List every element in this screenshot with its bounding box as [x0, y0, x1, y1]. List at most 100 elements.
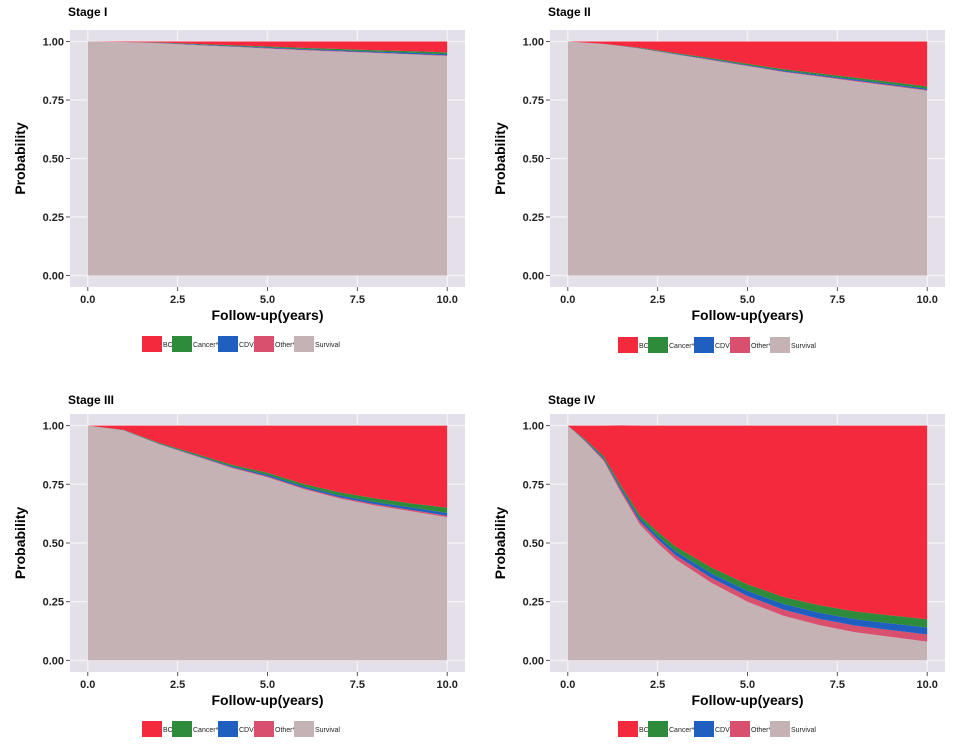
legend-swatch-cancer [172, 721, 192, 737]
area-bc [567, 425, 928, 620]
y-tick-label: 0.50 [43, 538, 64, 550]
legend-label-cancer: Cancer* [193, 342, 219, 349]
chart-stage-ii: Stage II 0.00 0.25 0.50 0.75 1.00 0.0 2.5 5.0 7.5… [492, 5, 945, 353]
area-cancer [87, 425, 448, 513]
legend-label-cdv: CDV [239, 727, 254, 734]
legend-swatch-cdv [694, 337, 714, 353]
x-tick-label: 10.0 [437, 294, 458, 306]
x-axis-title: Follow-up(years) [211, 307, 323, 323]
legend-swatch-survival [770, 337, 790, 353]
legend-label-bc: BC [639, 727, 649, 734]
legend-swatch-other [254, 336, 274, 352]
area-cdv [567, 41, 928, 90]
legend-label-bc: BC [163, 342, 173, 349]
legend: BC Cancer* CDV Other* Survival [142, 721, 340, 737]
legend: BC Cancer* CDV Other* Survival [142, 336, 340, 352]
y-tick-label: 0.50 [43, 154, 64, 166]
y-tick-label: 0.00 [523, 655, 544, 667]
chart-title: Stage I [68, 5, 107, 19]
y-tick-label: 0.25 [43, 597, 64, 609]
legend-label-bc: BC [639, 343, 649, 350]
legend-swatch-cancer [648, 721, 668, 737]
legend-label-cancer: Cancer* [193, 727, 219, 734]
area-survival [567, 425, 928, 661]
x-tick-label: 0.0 [560, 679, 575, 691]
area-other [567, 425, 928, 642]
area-other [567, 41, 928, 91]
y-axis-title: Probability [12, 507, 28, 580]
y-tick-label: 0.75 [43, 479, 64, 491]
x-tick-label: 0.0 [80, 679, 95, 691]
x-axis-title: Follow-up(years) [211, 692, 323, 708]
chart-title: Stage IV [548, 393, 595, 407]
legend-swatch-other [254, 721, 274, 737]
x-axis-title: Follow-up(years) [691, 692, 803, 708]
area-bc [87, 425, 448, 508]
legend-swatch-cdv [218, 336, 238, 352]
x-tick-label: 0.0 [560, 294, 575, 306]
y-tick-label: 1.00 [43, 421, 64, 433]
legend-swatch-cancer [648, 337, 668, 353]
legend-label-cancer: Cancer* [669, 727, 695, 734]
x-tick-label: 10.0 [437, 679, 458, 691]
x-tick-label: 7.5 [830, 679, 845, 691]
area-survival [87, 41, 448, 276]
legend: BC Cancer* CDV Other* Survival [618, 337, 816, 353]
y-tick-label: 0.25 [43, 212, 64, 224]
x-tick-label: 7.5 [830, 294, 845, 306]
y-tick-label: 0.25 [523, 597, 544, 609]
y-axis-title: Probability [492, 122, 508, 195]
x-tick-label: 10.0 [917, 294, 938, 306]
legend-label-other: Other* [751, 727, 772, 734]
legend-label-cdv: CDV [715, 343, 730, 350]
x-tick-label: 2.5 [650, 679, 665, 691]
chart-title: Stage II [548, 5, 591, 19]
legend-swatch-cancer [172, 336, 192, 352]
x-tick-label: 0.0 [80, 294, 95, 306]
legend-swatch-cdv [218, 721, 238, 737]
y-axis-title: Probability [12, 122, 28, 195]
legend-label-bc: BC [163, 727, 173, 734]
x-tick-label: 5.0 [740, 294, 755, 306]
chart-stage-iv: Stage IV 0.00 0.25 0.50 0.75 1.00 0.0 2.5 5.0 7.5… [492, 393, 945, 737]
chart-stage-iii: Stage III 0.00 0.25 0.50 0.75 1.00 0.0 2.5 5.0 7.… [12, 393, 465, 737]
legend-label-cancer: Cancer* [669, 343, 695, 350]
y-tick-label: 0.75 [523, 479, 544, 491]
legend: BC Cancer* CDV Other* Survival [618, 721, 816, 737]
legend-label-cdv: CDV [239, 342, 254, 349]
x-tick-label: 5.0 [260, 294, 275, 306]
x-tick-label: 7.5 [350, 294, 365, 306]
y-tick-label: 1.00 [43, 37, 64, 49]
x-tick-label: 2.5 [170, 294, 185, 306]
legend-swatch-survival [294, 336, 314, 352]
y-axis-title: Probability [492, 507, 508, 580]
x-tick-label: 2.5 [170, 679, 185, 691]
legend-label-cdv: CDV [715, 727, 730, 734]
x-tick-label: 7.5 [350, 679, 365, 691]
area-bc [567, 41, 928, 87]
y-tick-label: 0.00 [43, 655, 64, 667]
legend-swatch-other [730, 337, 750, 353]
legend-label-survival: Survival [791, 343, 816, 350]
area-cancer [567, 41, 928, 89]
legend-swatch-bc [618, 721, 638, 737]
y-tick-label: 0.50 [523, 154, 544, 166]
y-tick-label: 0.75 [43, 95, 64, 107]
legend-label-survival: Survival [315, 727, 340, 734]
legend-label-other: Other* [751, 343, 772, 350]
x-axis-title: Follow-up(years) [691, 307, 803, 323]
x-tick-label: 5.0 [260, 679, 275, 691]
area-bc [87, 41, 448, 53]
legend-label-other: Other* [275, 342, 296, 349]
legend-swatch-bc [142, 721, 162, 737]
area-cdv [567, 425, 928, 635]
legend-swatch-cdv [694, 721, 714, 737]
y-tick-label: 0.75 [523, 95, 544, 107]
x-tick-label: 5.0 [740, 679, 755, 691]
area-survival [87, 425, 448, 661]
area-cancer [567, 425, 928, 628]
legend-swatch-other [730, 721, 750, 737]
legend-swatch-bc [618, 337, 638, 353]
legend-label-survival: Survival [315, 342, 340, 349]
